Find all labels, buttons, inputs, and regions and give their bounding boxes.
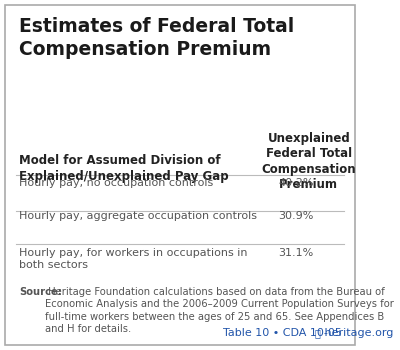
Text: Table 10 • CDA 10-05: Table 10 • CDA 10-05: [223, 328, 342, 338]
Text: Unexplained
Federal Total
Compensation
Premium: Unexplained Federal Total Compensation P…: [262, 132, 356, 191]
Text: Hourly pay, for workers in occupations in
both sectors: Hourly pay, for workers in occupations i…: [19, 248, 248, 270]
Text: 31.1%: 31.1%: [279, 248, 314, 258]
Text: 🔔: 🔔: [314, 328, 320, 338]
Text: 30.9%: 30.9%: [278, 211, 314, 222]
Text: Hourly pay, no occupation controls: Hourly pay, no occupation controls: [19, 178, 214, 188]
Text: Estimates of Federal Total
Compensation Premium: Estimates of Federal Total Compensation …: [19, 17, 294, 59]
Text: 40.2%: 40.2%: [278, 178, 314, 188]
Text: Source:: Source:: [19, 287, 62, 297]
Text: Model for Assumed Division of
Explained/Unexplained Pay Gap: Model for Assumed Division of Explained/…: [19, 154, 229, 183]
Text: Hourly pay, aggregate occupation controls: Hourly pay, aggregate occupation control…: [19, 211, 257, 222]
FancyBboxPatch shape: [5, 5, 355, 345]
Text: Heritage Foundation calculations based on data from the Bureau of Economic Analy: Heritage Foundation calculations based o…: [45, 287, 394, 334]
Text: heritage.org: heritage.org: [321, 328, 394, 338]
